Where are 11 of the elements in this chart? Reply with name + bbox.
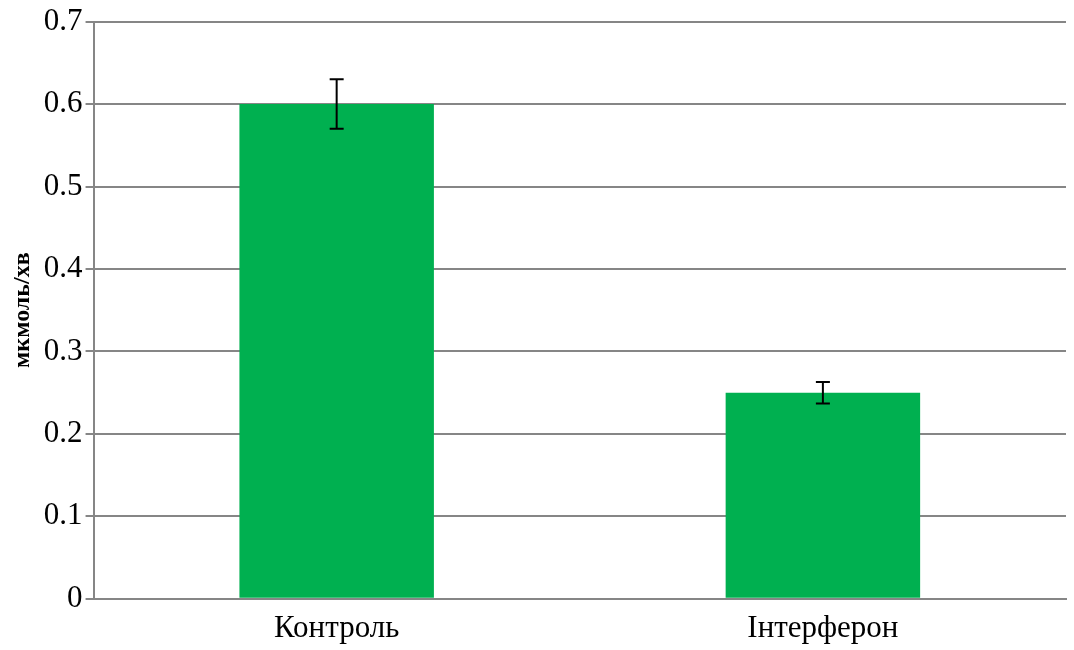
y-tick-label: 0.3 xyxy=(43,331,83,367)
y-tick-label: 0.2 xyxy=(43,414,83,450)
y-tick-label: 0.6 xyxy=(43,84,83,120)
y-tick-label: 0.4 xyxy=(43,249,84,285)
x-tick-label: Контроль xyxy=(273,608,400,644)
y-tick-label: 0.7 xyxy=(43,1,83,37)
y-tick-label: 0 xyxy=(67,578,83,614)
y-tick-label: 0.1 xyxy=(43,496,83,532)
y-axis-title: мкмоль/хв xyxy=(7,252,34,369)
x-tick-label: Інтерферон xyxy=(747,608,899,644)
y-tick-label: 0.5 xyxy=(43,166,83,202)
